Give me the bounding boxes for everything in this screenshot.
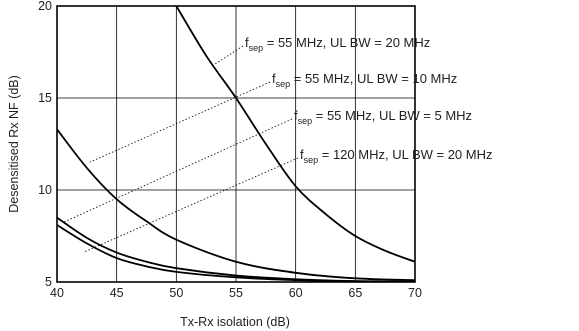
plot-frame: [56, 5, 416, 283]
label-rest: = 55 MHz, UL BW = 5 MHz: [312, 108, 472, 123]
y-tick-label: 5: [45, 275, 52, 289]
x-tick-label: 45: [110, 286, 124, 300]
x-tick-label: 40: [50, 286, 64, 300]
x-axis-title: Tx-Rx isolation (dB): [180, 315, 290, 329]
series-label: fsep = 55 MHz, UL BW = 20 MHz: [245, 35, 430, 53]
label-sub: sep: [298, 116, 313, 126]
y-tick-label: 10: [38, 183, 52, 197]
y-tick-label: 20: [38, 0, 52, 13]
series-label: fsep = 120 MHz, UL BW = 20 MHz: [300, 147, 493, 165]
x-tick-label: 55: [229, 286, 243, 300]
label-rest: = 55 MHz, UL BW = 20 MHz: [263, 35, 430, 50]
x-tick-label: 60: [289, 286, 303, 300]
series-label: fsep = 55 MHz, UL BW = 5 MHz: [294, 108, 472, 126]
y-axis-title: Desensitised Rx NF (dB): [7, 75, 21, 213]
x-tick-label: 50: [169, 286, 183, 300]
leader-line: [87, 81, 271, 164]
leader-line: [83, 157, 299, 253]
label-main: f: [294, 108, 298, 123]
label-sub: sep: [276, 79, 291, 89]
x-tick-label: 70: [408, 286, 422, 300]
line: [57, 224, 415, 282]
line: [57, 128, 415, 282]
label-rest: = 120 MHz, UL BW = 20 MHz: [318, 147, 492, 162]
label-rest: = 55 MHz, UL BW = 10 MHz: [290, 71, 457, 86]
label-main: f: [272, 71, 276, 86]
leader-line: [63, 118, 293, 223]
leader-line: [211, 45, 244, 67]
series-label: fsep = 55 MHz, UL BW = 10 MHz: [272, 71, 457, 89]
label-main: f: [300, 147, 304, 162]
line: [175, 6, 415, 263]
y-tick-label: 15: [38, 91, 52, 105]
label-main: f: [245, 35, 249, 50]
x-tick-label: 65: [348, 286, 362, 300]
label-sub: sep: [304, 155, 319, 165]
label-sub: sep: [249, 43, 264, 53]
